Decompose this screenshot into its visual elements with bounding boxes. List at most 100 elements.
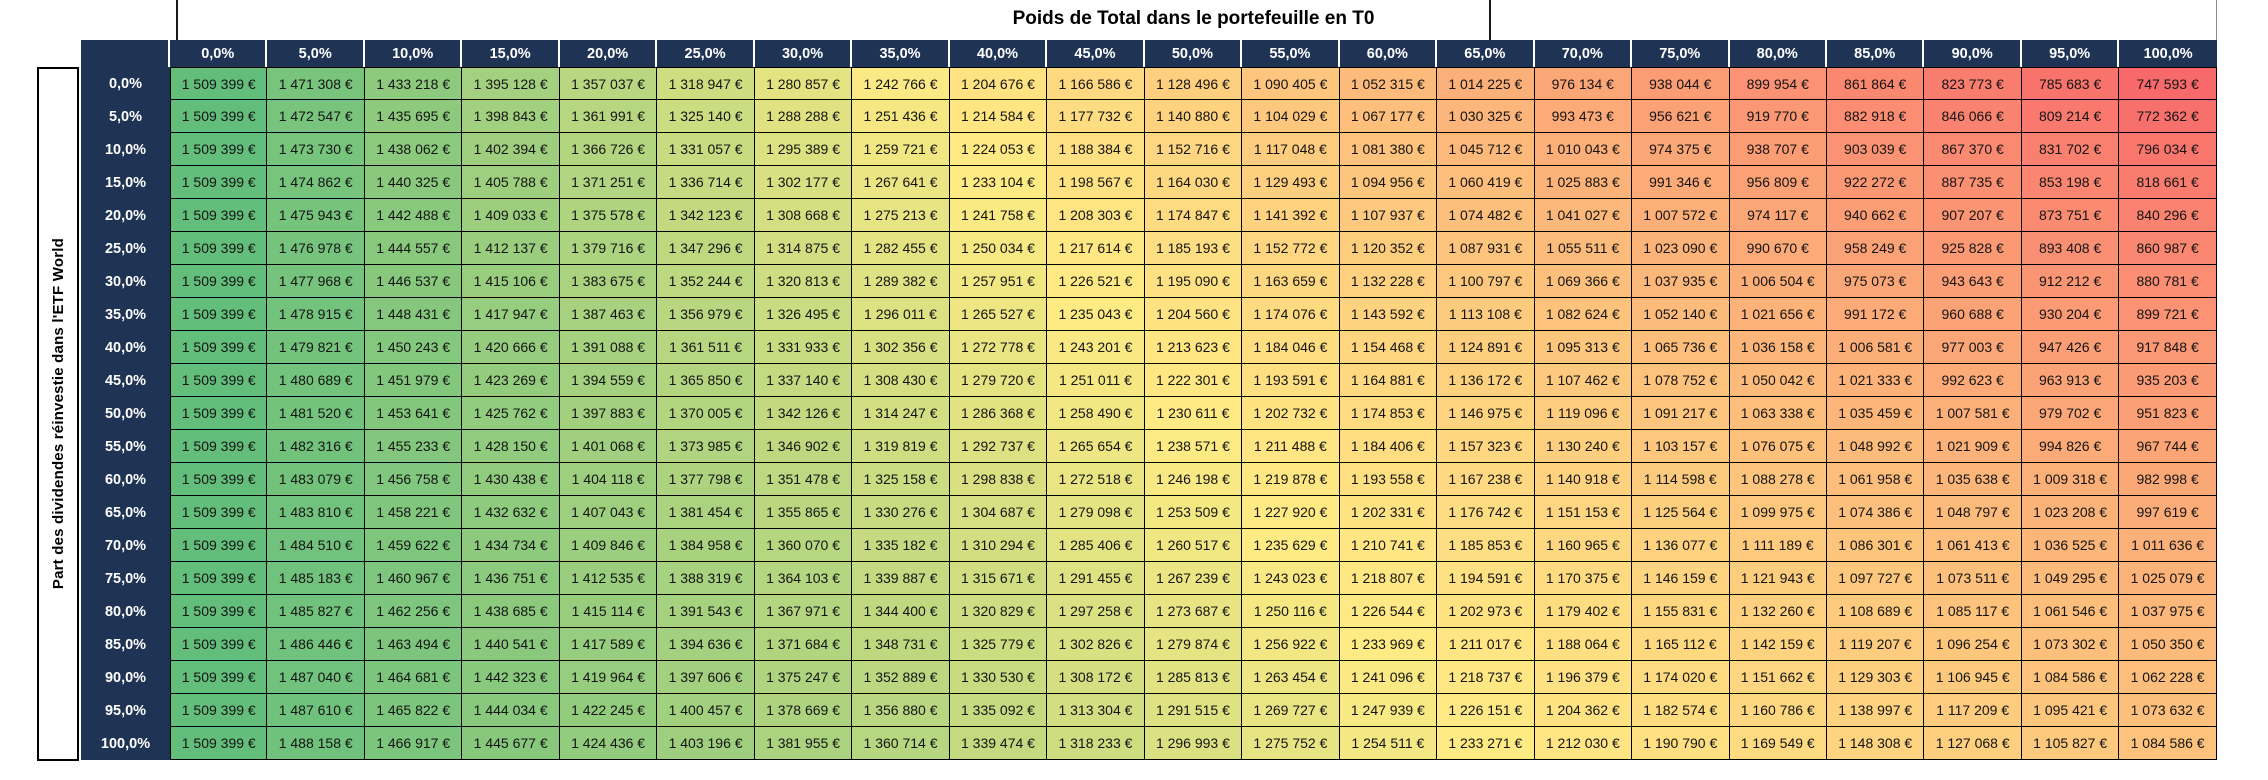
data-cell[interactable]: 1 041 027 €: [1534, 199, 1633, 232]
data-cell[interactable]: 1 388 319 €: [657, 562, 755, 595]
data-cell[interactable]: 1 272 518 €: [1047, 463, 1145, 496]
data-cell[interactable]: 1 357 037 €: [559, 67, 658, 100]
col-header-cell[interactable]: 50,0%: [1144, 40, 1243, 67]
data-cell[interactable]: 1 074 482 €: [1437, 199, 1535, 232]
data-cell[interactable]: 1 478 915 €: [267, 298, 365, 331]
row-header-cell[interactable]: 80,0%: [81, 595, 170, 628]
data-cell[interactable]: 1 194 591 €: [1437, 562, 1535, 595]
data-cell[interactable]: 1 412 535 €: [559, 562, 658, 595]
data-cell[interactable]: 1 062 228 €: [2119, 661, 2217, 694]
data-cell[interactable]: 922 272 €: [1826, 166, 1925, 199]
data-cell[interactable]: 1 440 325 €: [364, 166, 463, 199]
data-cell[interactable]: 1 477 968 €: [267, 265, 365, 298]
data-cell[interactable]: 860 987 €: [2119, 232, 2217, 265]
data-cell[interactable]: 1 509 399 €: [170, 727, 268, 760]
col-header-cell[interactable]: 90,0%: [1924, 40, 2022, 67]
data-cell[interactable]: 1 288 288 €: [754, 100, 853, 133]
data-cell[interactable]: 1 325 140 €: [657, 100, 755, 133]
data-cell[interactable]: 1 184 046 €: [1242, 331, 1340, 364]
col-header-cell[interactable]: 80,0%: [1729, 40, 1827, 67]
data-cell[interactable]: 1 087 931 €: [1437, 232, 1535, 265]
data-cell[interactable]: 1 381 454 €: [657, 496, 755, 529]
data-cell[interactable]: 1 169 549 €: [1729, 727, 1827, 760]
data-cell[interactable]: 1 375 247 €: [754, 661, 853, 694]
data-cell[interactable]: 993 473 €: [1534, 100, 1633, 133]
data-cell[interactable]: 1 297 258 €: [1047, 595, 1145, 628]
col-header-cell[interactable]: 45,0%: [1047, 40, 1145, 67]
data-cell[interactable]: 947 426 €: [2021, 331, 2120, 364]
data-cell[interactable]: 1 160 965 €: [1534, 529, 1633, 562]
data-cell[interactable]: 1 174 847 €: [1144, 199, 1243, 232]
data-cell[interactable]: 1 154 468 €: [1339, 331, 1438, 364]
data-cell[interactable]: 1 397 883 €: [559, 397, 658, 430]
data-cell[interactable]: 1 128 496 €: [1144, 67, 1243, 100]
data-cell[interactable]: 1 280 857 €: [754, 67, 853, 100]
data-cell[interactable]: 1 224 053 €: [949, 133, 1048, 166]
row-header-cell[interactable]: 45,0%: [81, 364, 170, 397]
data-cell[interactable]: 982 998 €: [2119, 463, 2217, 496]
data-cell[interactable]: 1 289 382 €: [852, 265, 950, 298]
data-cell[interactable]: 1 035 459 €: [1826, 397, 1925, 430]
data-cell[interactable]: 1 243 201 €: [1047, 331, 1145, 364]
data-cell[interactable]: 1 091 217 €: [1632, 397, 1730, 430]
data-cell[interactable]: 976 134 €: [1534, 67, 1633, 100]
col-header-cell[interactable]: 35,0%: [852, 40, 950, 67]
data-cell[interactable]: 1 398 843 €: [462, 100, 560, 133]
data-cell[interactable]: 1 377 798 €: [657, 463, 755, 496]
data-cell[interactable]: 1 130 240 €: [1534, 430, 1633, 463]
data-cell[interactable]: 1 081 380 €: [1339, 133, 1438, 166]
data-cell[interactable]: 1 476 978 €: [267, 232, 365, 265]
data-cell[interactable]: 997 619 €: [2119, 496, 2217, 529]
data-cell[interactable]: 1 073 632 €: [2119, 694, 2217, 727]
data-cell[interactable]: 1 088 278 €: [1729, 463, 1827, 496]
data-cell[interactable]: 1 202 973 €: [1437, 595, 1535, 628]
data-cell[interactable]: 1 208 303 €: [1047, 199, 1145, 232]
data-cell[interactable]: 1 420 666 €: [462, 331, 560, 364]
data-cell[interactable]: 1 113 108 €: [1437, 298, 1535, 331]
data-cell[interactable]: 1 117 048 €: [1242, 133, 1340, 166]
data-cell[interactable]: 1 241 758 €: [949, 199, 1048, 232]
data-cell[interactable]: 1 479 821 €: [267, 331, 365, 364]
data-cell[interactable]: 1 073 302 €: [2021, 628, 2120, 661]
data-cell[interactable]: 1 275 752 €: [1242, 727, 1340, 760]
data-cell[interactable]: 1 119 096 €: [1534, 397, 1633, 430]
data-cell[interactable]: 1 195 090 €: [1144, 265, 1243, 298]
data-cell[interactable]: 1 415 106 €: [462, 265, 560, 298]
data-cell[interactable]: 1 272 778 €: [949, 331, 1048, 364]
row-header-cell[interactable]: 20,0%: [81, 199, 170, 232]
data-cell[interactable]: 1 165 112 €: [1632, 628, 1730, 661]
data-cell[interactable]: 1 260 517 €: [1144, 529, 1243, 562]
data-cell[interactable]: 925 828 €: [1924, 232, 2022, 265]
data-cell[interactable]: 963 913 €: [2021, 364, 2120, 397]
data-cell[interactable]: 1 319 819 €: [852, 430, 950, 463]
data-cell[interactable]: 1 096 254 €: [1924, 628, 2022, 661]
data-cell[interactable]: 1 174 853 €: [1339, 397, 1438, 430]
data-cell[interactable]: 1 235 043 €: [1047, 298, 1145, 331]
data-cell[interactable]: 1 151 153 €: [1534, 496, 1633, 529]
data-cell[interactable]: 1 078 752 €: [1632, 364, 1730, 397]
data-cell[interactable]: 1 330 276 €: [852, 496, 950, 529]
data-cell[interactable]: 1 167 238 €: [1437, 463, 1535, 496]
data-cell[interactable]: 1 164 881 €: [1339, 364, 1438, 397]
data-cell[interactable]: 1 007 581 €: [1924, 397, 2022, 430]
data-cell[interactable]: 1 230 611 €: [1144, 397, 1243, 430]
data-cell[interactable]: 1 320 829 €: [949, 595, 1048, 628]
data-cell[interactable]: 1 339 474 €: [949, 727, 1048, 760]
data-cell[interactable]: 1 265 527 €: [949, 298, 1048, 331]
data-cell[interactable]: 1 127 068 €: [1924, 727, 2022, 760]
data-cell[interactable]: 1 211 017 €: [1437, 628, 1535, 661]
data-cell[interactable]: 1 285 406 €: [1047, 529, 1145, 562]
col-header-cell[interactable]: 10,0%: [364, 40, 463, 67]
data-cell[interactable]: 1 360 714 €: [852, 727, 950, 760]
data-cell[interactable]: 1 146 159 €: [1632, 562, 1730, 595]
data-cell[interactable]: 1 446 537 €: [364, 265, 463, 298]
row-header-cell[interactable]: 60,0%: [81, 463, 170, 496]
data-cell[interactable]: 1 325 779 €: [949, 628, 1048, 661]
col-header-cell[interactable]: 5,0%: [267, 40, 365, 67]
data-cell[interactable]: 880 781 €: [2119, 265, 2217, 298]
data-cell[interactable]: 893 408 €: [2021, 232, 2120, 265]
data-cell[interactable]: 1 425 762 €: [462, 397, 560, 430]
data-cell[interactable]: 1 509 399 €: [170, 100, 268, 133]
data-cell[interactable]: 1 219 878 €: [1242, 463, 1340, 496]
data-cell[interactable]: 1 085 117 €: [1924, 595, 2022, 628]
